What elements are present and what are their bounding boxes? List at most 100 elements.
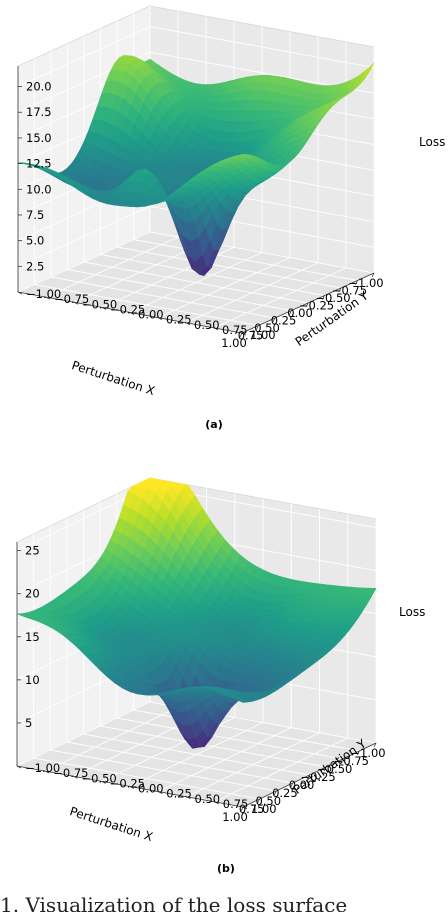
x-tick-mark — [371, 272, 375, 278]
y-tick-label: −0.75 — [54, 292, 89, 306]
x-tick-mark — [355, 280, 358, 285]
x-tick-mark — [338, 287, 342, 293]
x-tick-mark — [307, 774, 310, 780]
y-tick-mark — [101, 781, 106, 784]
y-tick-mark — [185, 322, 191, 326]
x-tick-label: 0.75 — [238, 329, 264, 343]
gridline-y-floor — [157, 257, 291, 319]
x-tick-label: −0.25 — [299, 299, 334, 313]
y-tick-label: 0.00 — [138, 308, 164, 322]
surface-plot-a: −1.00−0.75−0.50−0.250.000.250.500.751.00… — [16, 5, 445, 398]
y-tick-label: 0.75 — [222, 323, 248, 337]
x-tick-mark — [305, 302, 309, 308]
y-tick-mark — [101, 307, 107, 310]
x-tick-mark — [290, 782, 294, 788]
y-tick-mark — [241, 332, 247, 336]
y-tick-label: −1.00 — [25, 761, 60, 775]
x-tick-mark — [257, 798, 260, 804]
y-tick-label: 0.75 — [223, 797, 249, 811]
x-axis-label: Perturbation X — [68, 804, 154, 844]
z-axis-label: Loss — [399, 605, 425, 619]
y-tick-label: −0.25 — [110, 776, 145, 790]
caption-b: (b) — [217, 862, 235, 875]
y-tick-mark — [45, 770, 50, 774]
y-tick-label: −0.25 — [110, 302, 145, 316]
z-tick-label: 7.5 — [26, 208, 44, 222]
y-tick-label: 1.00 — [251, 802, 277, 816]
y-tick-label: 0.50 — [195, 792, 221, 806]
y-tick-mark — [242, 806, 248, 810]
x-axis-label: Perturbation X — [70, 358, 156, 398]
y-tick-mark — [214, 801, 219, 805]
y-tick-label: −0.50 — [82, 771, 117, 785]
x-tick-mark — [240, 806, 244, 812]
y-tick-label: −1.00 — [26, 287, 61, 301]
loss-surface — [16, 477, 377, 749]
y-tick-mark — [157, 317, 163, 320]
x-tick-label: −0.75 — [332, 284, 367, 298]
z-tick-label: 25 — [25, 544, 40, 558]
x-tick-mark — [357, 750, 360, 756]
x-tick-label: 0.75 — [239, 802, 265, 816]
gridline-z-back-x — [17, 26, 151, 87]
y-tick-label: 0.25 — [166, 313, 192, 327]
y-tick-mark — [45, 296, 51, 300]
x-tick-mark — [323, 766, 327, 772]
z-tick-label: 15.0 — [26, 131, 52, 145]
x-tick-mark — [289, 310, 292, 315]
x-tick-label: 0.00 — [287, 306, 313, 320]
z-tick-label: 5 — [25, 716, 32, 730]
gridline-x-floor — [34, 284, 259, 326]
gridline-x-floor — [67, 269, 292, 311]
z-tick-label: 10 — [25, 673, 40, 687]
x-tick-label: 0.50 — [254, 321, 280, 335]
gridline-z-back-x — [17, 205, 151, 267]
x-tick-mark — [340, 758, 344, 764]
x-tick-mark — [322, 295, 325, 300]
surface-cell — [235, 698, 248, 703]
x-tick-label: −1.00 — [350, 746, 385, 760]
y-tick-label: 0.50 — [194, 318, 220, 332]
gridline-y-floor — [158, 727, 292, 793]
x-tick-mark — [373, 742, 377, 748]
z-tick-label: 12.5 — [26, 157, 52, 171]
z-tick-label: 5.0 — [26, 234, 44, 248]
y-tick-mark — [73, 775, 78, 779]
y-tick-mark — [186, 796, 191, 800]
z-tick-label: 10.0 — [26, 182, 52, 196]
y-tick-mark — [158, 791, 163, 794]
z-tick-label: 20 — [25, 587, 40, 601]
x-tick-label: −1.00 — [348, 276, 383, 290]
y-tick-label: −0.75 — [53, 766, 88, 780]
gridline-y-floor — [129, 722, 264, 787]
gridline-y-floor — [129, 252, 263, 313]
x-tick-mark — [272, 317, 276, 323]
y-tick-label: 1.00 — [250, 328, 276, 342]
surface-plot-b: −1.00−0.75−0.50−0.250.000.250.500.751.00… — [15, 477, 425, 844]
x-tick-label: 0.25 — [271, 314, 297, 328]
x-tick-label: −0.75 — [334, 754, 369, 768]
gridline-z-back-y — [149, 26, 375, 68]
y-tick-mark — [73, 301, 79, 305]
z-tick-label: 20.0 — [26, 80, 52, 94]
z-axis-label: Loss — [419, 135, 445, 149]
y-tick-mark — [129, 786, 135, 789]
x-tick-mark — [256, 325, 259, 330]
x-tick-label: 0.50 — [255, 794, 281, 808]
surface-cell — [234, 154, 247, 157]
y-tick-label: 0.25 — [166, 787, 192, 801]
y-tick-mark — [16, 765, 22, 769]
gridline-x-floor — [50, 276, 276, 319]
z-tick-label: 17.5 — [26, 105, 52, 119]
y-tick-label: −0.50 — [82, 297, 117, 311]
chart-panel-b: −1.00 −0.75 −0.50 −0.25 0.00 0.25 0.50 0.75 1.00… — [0, 470, 448, 912]
z-tick-label: 15 — [25, 630, 40, 644]
x-tick-mark — [239, 332, 243, 338]
figure-footer-text: 1. Visualization of the loss surface — [0, 893, 348, 912]
z-tick-label: 2.5 — [26, 259, 44, 273]
gridline-y-floor — [186, 732, 320, 798]
y-tick-mark — [213, 327, 219, 331]
gridline-x-floor — [66, 741, 293, 784]
y-tick-mark — [17, 291, 23, 295]
caption-a: (a) — [205, 418, 223, 431]
